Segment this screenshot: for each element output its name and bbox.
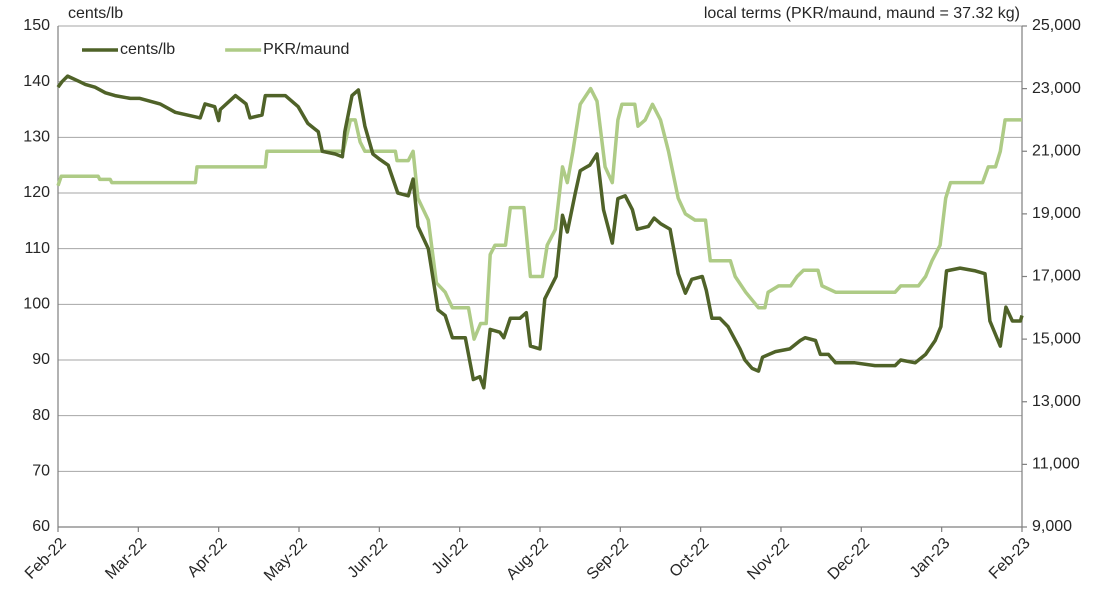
y-tick-label: 110	[24, 240, 50, 257]
x-tick-label: Dec-22	[825, 535, 874, 584]
legend-label: cents/lb	[120, 41, 175, 58]
y-tick-label: 150	[23, 17, 50, 34]
y2-tick-label: 11,000	[1032, 456, 1080, 473]
y-tick-label: 140	[23, 73, 50, 90]
y-tick-label: 130	[23, 129, 50, 146]
y-tick-label: 60	[32, 518, 50, 535]
legend-label: PKR/maund	[263, 41, 349, 58]
y2-tick-label: 9,000	[1032, 518, 1072, 535]
y2-tick-label: 19,000	[1032, 205, 1081, 222]
x-tick-label: Feb-22	[22, 535, 70, 583]
y-axis-title: cents/lb	[68, 5, 123, 22]
x-tick-label: Aug-22	[503, 535, 552, 584]
x-tick-label: Feb-23	[986, 535, 1034, 583]
x-tick-label: May-22	[261, 535, 311, 585]
x-tick-label: Mar-22	[102, 535, 150, 583]
y-tick-label: 90	[32, 351, 50, 368]
y2-tick-label: 17,000	[1032, 268, 1081, 285]
y-tick-label: 120	[23, 184, 50, 201]
x-tick-label: Sep-22	[584, 535, 633, 584]
y2-tick-label: 13,000	[1032, 393, 1081, 410]
series-line	[56, 86, 1022, 341]
y-tick-label: 80	[32, 407, 50, 424]
x-tick-label: Oct-22	[667, 535, 713, 581]
x-tick-label: Nov-22	[744, 535, 793, 584]
series-line	[56, 74, 1024, 390]
y2-tick-label: 23,000	[1032, 80, 1081, 97]
x-tick-label: Apr-22	[184, 535, 230, 581]
y-tick-label: 100	[23, 296, 50, 313]
y2-tick-label: 21,000	[1032, 142, 1081, 159]
x-tick-label: Jun-22	[345, 535, 392, 582]
y2-axis-title: local terms (PKR/maund, maund = 37.32 kg…	[704, 5, 1020, 22]
x-tick-label: Jan-23	[907, 535, 954, 582]
x-tick-label: Jul-22	[429, 535, 472, 578]
y2-tick-label: 15,000	[1032, 330, 1081, 347]
y2-tick-label: 25,000	[1032, 17, 1081, 34]
y-tick-label: 70	[32, 463, 50, 480]
